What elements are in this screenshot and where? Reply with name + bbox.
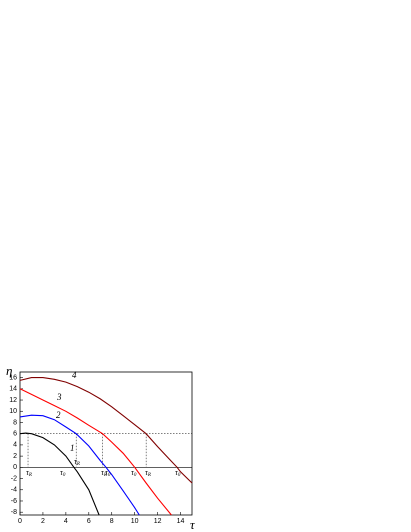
y-axis-label: η: [6, 363, 12, 378]
annotation-subscript: 0: [134, 473, 137, 478]
curve-label: 1: [70, 443, 75, 453]
y-tick-label: 16: [9, 374, 17, 381]
curve-label: 3: [56, 392, 62, 402]
y-tick-label: -2: [11, 475, 17, 482]
annotation-symbol: τ: [60, 468, 64, 477]
y-tick-label: 10: [9, 408, 17, 415]
annotation-subscript: 0: [63, 473, 66, 478]
annotation-symbol: τ: [74, 457, 78, 466]
annotation: τR: [101, 468, 107, 478]
x-tick-label: 10: [131, 518, 139, 525]
annotation-symbol: τ: [131, 468, 135, 477]
annotation: τR: [26, 468, 32, 478]
x-tick-label: 0: [18, 518, 22, 525]
annotation: τR: [145, 468, 151, 478]
x-tick-label: 12: [154, 518, 162, 525]
curve: [19, 377, 193, 484]
annotation-symbol: τ: [26, 468, 30, 477]
annotation: τ0: [60, 468, 66, 478]
annotation: τ0: [131, 468, 137, 478]
y-tick-label: -8: [11, 509, 17, 516]
y-tick-label: 14: [9, 386, 17, 393]
annotation: τ0: [175, 468, 181, 478]
y-tick-label: 4: [13, 442, 17, 449]
x-tick-label: 6: [87, 518, 91, 525]
annotation-subscript: 0: [108, 473, 111, 478]
curve-label: 4: [72, 370, 77, 380]
x-tick-label: 4: [64, 518, 68, 525]
annotation-symbol: τ: [175, 468, 179, 477]
annotation-subscript: R: [103, 473, 107, 478]
y-tick-label: 8: [13, 419, 17, 426]
x-tick-label: 2: [41, 518, 45, 525]
curve: [19, 388, 172, 516]
annotation-subscript: R: [76, 462, 80, 467]
annotation-subscript: R: [28, 473, 32, 478]
plot-frame: [19, 371, 193, 516]
curve-label: 2: [56, 410, 61, 420]
y-tick-label: 2: [13, 453, 17, 460]
curve: [19, 414, 140, 516]
annotation: τ0: [105, 468, 111, 478]
x-axis-label: τ: [190, 517, 196, 532]
y-tick-label: -6: [11, 498, 17, 505]
annotation-subscript: 0: [178, 473, 181, 478]
y-tick-label: 6: [13, 431, 17, 438]
y-tick-label: 12: [9, 397, 17, 404]
annotation-symbol: τ: [105, 468, 109, 477]
annotation-symbol: τ: [101, 468, 105, 477]
curve: [19, 432, 100, 516]
x-tick-label: 8: [110, 518, 114, 525]
annotation-subscript: R: [147, 473, 151, 478]
annotation: τR: [74, 457, 80, 467]
annotation-symbol: τ: [145, 468, 149, 477]
y-tick-label: -4: [11, 487, 17, 494]
x-tick-label: 14: [177, 518, 185, 525]
y-tick-label: 0: [13, 464, 17, 471]
